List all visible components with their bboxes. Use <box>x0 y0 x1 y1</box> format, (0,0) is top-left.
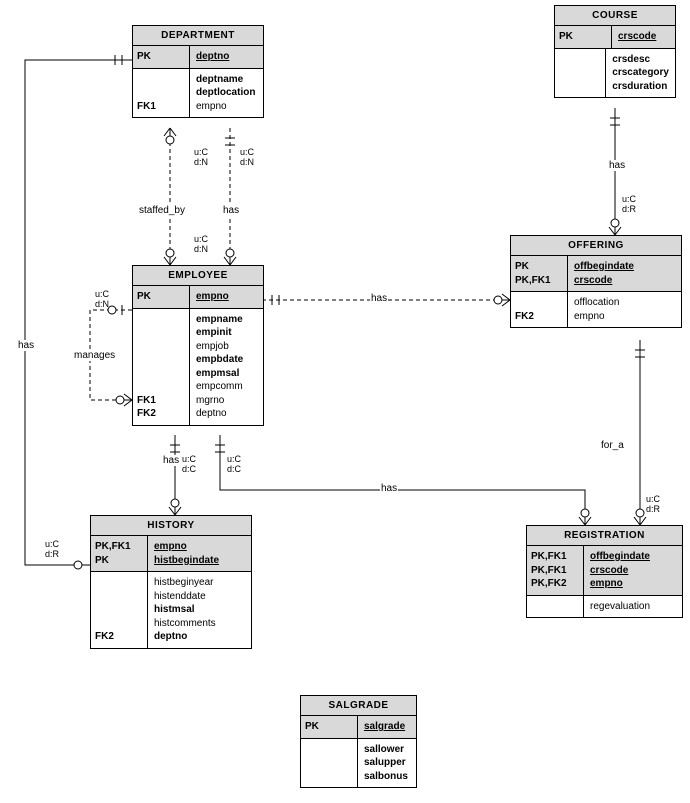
attr-deptno: deptno <box>196 407 257 421</box>
attr-sallower: sallower <box>364 743 410 757</box>
rel-label-emp-reg-has: has <box>380 483 398 494</box>
attr-empcomm: empcomm <box>196 380 257 394</box>
attr-histmsal: histmsal <box>154 603 245 617</box>
attr-histbeginyear: histbeginyear <box>154 576 245 590</box>
attr-histcomments: histcomments <box>154 617 245 631</box>
rel-label-emp-off-has: has <box>370 293 388 304</box>
entity-history: HISTORYPK,FK1 PKempnohistbegindateFK2his… <box>90 515 252 649</box>
attr-histenddate: histenddate <box>154 590 245 604</box>
pk-attrs: salgrade <box>358 716 416 738</box>
entity-course: COURSEPK crscode crsdesccrscategorycrsdura… <box>554 5 676 98</box>
rel-label-manages: manages <box>73 350 116 361</box>
card-staffed-top: u:C d:N <box>194 148 208 168</box>
attr-empno: empno <box>574 310 675 324</box>
entity-title: COURSE <box>555 6 675 26</box>
rel-label-course-has: has <box>608 160 626 171</box>
body-attrs: regevaluation <box>584 596 682 618</box>
attr-offbegindate: offbegindate <box>590 550 676 564</box>
er-diagram-canvas: staffed_by has has has manages has has f… <box>0 0 690 803</box>
pk-attrs: crscode <box>612 26 675 48</box>
attr-deptno: deptno <box>154 630 245 644</box>
body-attrs: offlocationempno <box>568 292 681 327</box>
edge-layer <box>0 0 690 803</box>
pk-key-label: PK <box>133 46 190 68</box>
attr-empjob: empjob <box>196 340 257 354</box>
body-attrs: deptnamedeptlocationempno <box>190 69 263 118</box>
entity-employee: EMPLOYEEPKempnoFK1 FK2empnameempinitempj… <box>132 265 264 426</box>
card-reg: u:C d:C <box>227 455 241 475</box>
fk-key-label <box>555 49 606 98</box>
entity-registration: REGISTRATIONPK,FK1 PK,FK1 PK,FK2offbegin… <box>526 525 683 618</box>
attr-salupper: salupper <box>364 756 410 770</box>
attr-crscategory: crscategory <box>612 66 669 80</box>
attr-empno: empno <box>154 540 245 554</box>
attr-deptno: deptno <box>196 50 257 64</box>
attr-crsdesc: crsdesc <box>612 53 669 67</box>
pk-attrs: empno <box>190 286 263 308</box>
body-attrs: sallowersaluppersalbonus <box>358 739 416 788</box>
fk-key-label: FK2 <box>91 572 148 648</box>
body-attrs: crsdesccrscategorycrsduration <box>606 49 675 98</box>
attr-empinit: empinit <box>196 326 257 340</box>
attr-salbonus: salbonus <box>364 770 410 784</box>
rel-label-for-a: for_a <box>600 440 625 451</box>
entity-salgrade: SALGRADEPK salgrade sallowersaluppersalbon… <box>300 695 417 788</box>
fk-key-label: FK2 <box>511 292 568 327</box>
card-coursehas: u:C d:R <box>622 195 636 215</box>
card-hist: u:C d:C <box>182 455 196 475</box>
card-histdept: u:C d:R <box>45 540 59 560</box>
attr-mgrno: mgrno <box>196 394 257 408</box>
attr-empmsal: empmsal <box>196 367 257 381</box>
pk-key-label: PK <box>555 26 612 48</box>
rel-label-emp-hist-has: has <box>162 455 180 466</box>
rel-label-staffed-by: staffed_by <box>138 205 186 216</box>
pk-attrs: offbegindatecrscode <box>568 256 681 291</box>
pk-attrs: offbegindatecrscodeempno <box>584 546 682 595</box>
pk-key-label: PK,FK1 PK,FK1 PK,FK2 <box>527 546 584 595</box>
entity-department: DEPARTMENTPKdeptnoFK1deptnamedeptlocatio… <box>132 25 264 118</box>
attr-deptname: deptname <box>196 73 257 87</box>
entity-offering: OFFERINGPK PK,FK1offbegindatecrscodeFK2o… <box>510 235 682 328</box>
fk-key-label: FK1 <box>133 69 190 118</box>
card-fora: u:C d:R <box>646 495 660 515</box>
body-attrs: empnameempinitempjobempbdateempmsalempco… <box>190 309 263 425</box>
entity-title: HISTORY <box>91 516 251 536</box>
fk-key-label <box>527 596 584 618</box>
attr-deptlocation: deptlocation <box>196 86 257 100</box>
attr-empno: empno <box>590 577 676 591</box>
entity-title: OFFERING <box>511 236 681 256</box>
entity-title: DEPARTMENT <box>133 26 263 46</box>
card-manages: u:C d:N <box>95 290 109 310</box>
pk-attrs: empnohistbegindate <box>148 536 251 571</box>
entity-title: SALGRADE <box>301 696 416 716</box>
attr-offlocation: offlocation <box>574 296 675 310</box>
attr-crscode: crscode <box>590 564 676 578</box>
attr-regevaluation: regevaluation <box>590 600 676 614</box>
attr-crscode: crscode <box>618 30 669 44</box>
body-attrs: histbeginyearhistenddatehistmsalhistcomm… <box>148 572 251 648</box>
attr-empno: empno <box>196 100 257 114</box>
attr-histbegindate: histbegindate <box>154 554 245 568</box>
card-depthas: u:C d:N <box>240 148 254 168</box>
rel-label-hist-dept-has: has <box>17 340 35 351</box>
fk-key-label: FK1 FK2 <box>133 309 190 425</box>
rel-label-dept-has: has <box>222 205 240 216</box>
attr-salgrade: salgrade <box>364 720 410 734</box>
attr-crsduration: crsduration <box>612 80 669 94</box>
pk-key-label: PK,FK1 PK <box>91 536 148 571</box>
card-staffed-bot: u:C d:N <box>194 235 208 255</box>
attr-crscode: crscode <box>574 274 675 288</box>
entity-title: EMPLOYEE <box>133 266 263 286</box>
attr-empno: empno <box>196 290 257 304</box>
attr-offbegindate: offbegindate <box>574 260 675 274</box>
entity-title: REGISTRATION <box>527 526 682 546</box>
attr-empbdate: empbdate <box>196 353 257 367</box>
pk-attrs: deptno <box>190 46 263 68</box>
pk-key-label: PK PK,FK1 <box>511 256 568 291</box>
pk-key-label: PK <box>301 716 358 738</box>
fk-key-label <box>301 739 358 788</box>
attr-empname: empname <box>196 313 257 327</box>
pk-key-label: PK <box>133 286 190 308</box>
